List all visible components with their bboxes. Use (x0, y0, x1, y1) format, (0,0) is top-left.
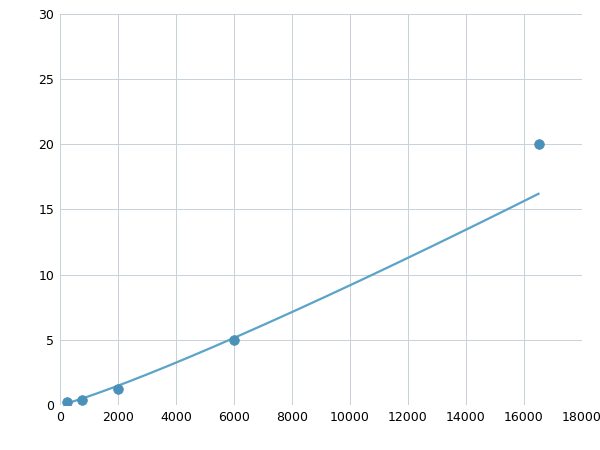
Point (62, 399, 72, 406)
Point (113, 386, 123, 393)
Point (77, 397, 86, 404)
Point (534, 140, 544, 148)
Point (229, 336, 239, 343)
